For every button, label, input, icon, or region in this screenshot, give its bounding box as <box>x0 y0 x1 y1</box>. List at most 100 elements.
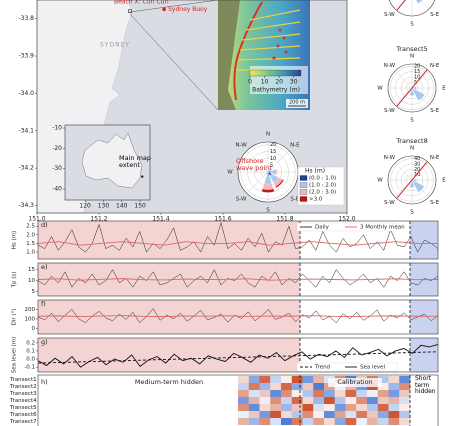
heat-cell <box>324 397 335 404</box>
heat-cell <box>388 376 400 383</box>
heat-cell <box>313 383 325 390</box>
heat-cell <box>291 376 303 383</box>
heat-cell <box>238 397 249 404</box>
label-bg <box>328 378 382 387</box>
heat-cell <box>281 390 292 397</box>
legend-swatch <box>299 189 308 195</box>
period-region <box>300 300 410 334</box>
heat-cell <box>302 404 314 411</box>
row-label: Transect2 <box>9 384 37 390</box>
heat-cell <box>302 376 314 383</box>
rose-petal <box>411 178 417 182</box>
heat-cell <box>388 404 400 411</box>
heat-cell <box>377 376 389 383</box>
marker-label: Beach X: Curl Curl <box>114 0 169 6</box>
panel-frame <box>37 337 439 373</box>
heat-cell <box>302 411 314 418</box>
rose-direction: E <box>442 178 446 184</box>
heat-cell <box>334 390 346 397</box>
heat-cell <box>238 383 249 390</box>
heat-cell <box>248 383 260 390</box>
rose-tick-label: 20 <box>414 64 420 70</box>
legend-label: 3 Monthly mean <box>360 225 405 231</box>
rose-direction: S-E <box>430 12 439 18</box>
heat-cell <box>259 390 271 397</box>
heat-cell <box>238 404 249 411</box>
heat-cell <box>259 418 271 425</box>
y-axis-label: Hs (m) <box>12 231 18 249</box>
legend-label: Daily <box>315 225 330 231</box>
heat-cell <box>399 383 411 390</box>
heat-cell <box>248 404 260 411</box>
scale-label: 200 m <box>289 100 305 106</box>
rose-direction: N <box>410 54 414 60</box>
rose-tick-label: 15 <box>270 149 276 155</box>
heat-cell <box>238 418 249 425</box>
rose-petal <box>411 86 417 90</box>
heat-cell <box>259 376 271 383</box>
region-label: Calibration <box>337 378 372 386</box>
row-label: Transect1 <box>9 377 37 383</box>
australia <box>81 132 143 189</box>
heat-cell <box>356 411 368 418</box>
rose-direction: S-E <box>430 108 439 114</box>
heat-cell <box>399 404 411 411</box>
legend-label: Sea level <box>360 365 386 371</box>
heat-cell <box>334 404 346 411</box>
y-tick-label: 5 <box>32 289 36 295</box>
rose-direction: W <box>377 178 383 184</box>
city-label: SYDNEY <box>100 42 130 49</box>
heat-cell <box>248 376 260 383</box>
heat-cell <box>281 397 292 404</box>
series-line <box>37 344 439 368</box>
heat-cell <box>356 390 368 397</box>
region-label: Short term hidden <box>415 375 436 395</box>
heat-cell <box>259 404 271 411</box>
heat-cell <box>313 376 325 383</box>
series-line <box>37 221 439 253</box>
extent-marker <box>141 175 144 178</box>
heat-cell <box>388 390 400 397</box>
rose-spoke <box>246 150 269 173</box>
heat-cell <box>356 404 368 411</box>
heat-cell <box>238 390 249 397</box>
rose-spoke <box>267 150 290 173</box>
rose-direction: S-E <box>290 196 299 202</box>
heat-cell <box>270 411 282 418</box>
heat-cell <box>345 397 357 404</box>
heat-cell <box>270 418 282 425</box>
row-label: Transect5 <box>9 405 37 411</box>
rose-direction: E <box>442 86 446 92</box>
rose-direction: S-W <box>384 108 395 114</box>
heat-cell <box>291 390 303 397</box>
series-line <box>37 269 439 288</box>
heat-cell <box>248 411 260 418</box>
legend-swatch <box>299 196 308 202</box>
y-tick-label: 2.5 <box>26 224 35 230</box>
heat-cell <box>270 404 282 411</box>
heat-cell <box>281 404 292 411</box>
heat-cell <box>367 418 378 425</box>
colorbar-tick-label: 0 <box>248 79 252 86</box>
inset-x-tick-label: 130 <box>98 203 110 210</box>
rose-tick-label: 10 <box>414 172 420 178</box>
row-label: Transect4 <box>9 398 37 404</box>
y-tick-label: 0.0 <box>26 357 35 363</box>
legend-swatch <box>299 182 308 188</box>
y-tick-label: -34.0 <box>18 90 34 97</box>
heat-cell <box>248 397 260 404</box>
rose-spoke <box>394 162 413 181</box>
map-frame <box>36 0 348 214</box>
rose-tick-label: 20 <box>270 142 276 148</box>
rose-tick-label: 10 <box>414 75 420 81</box>
heat-cell <box>345 418 357 425</box>
y-tick-label: -34.1 <box>18 127 34 134</box>
y-axis-label: Dir (°) <box>12 309 18 326</box>
rose-direction: N-E <box>290 143 300 149</box>
panel-frame <box>37 374 439 426</box>
inset-y-tick-label: -20 <box>52 145 62 152</box>
rose-petal <box>415 0 423 4</box>
heat-cell <box>367 411 378 418</box>
heat-cell <box>377 418 389 425</box>
legend-title: Hs (m) <box>305 168 325 175</box>
